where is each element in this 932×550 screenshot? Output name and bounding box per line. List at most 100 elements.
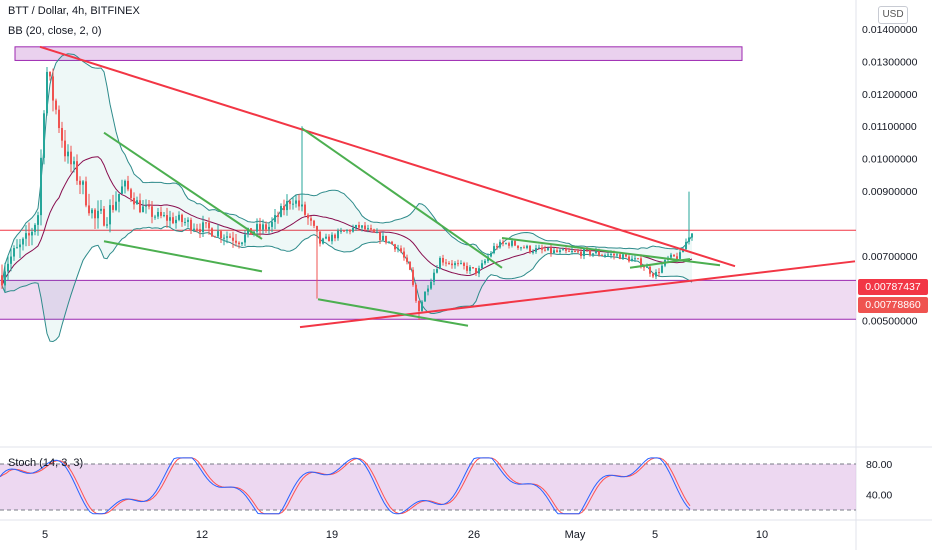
candle-body bbox=[628, 256, 630, 262]
candle-body bbox=[304, 204, 306, 215]
candle-body bbox=[529, 245, 531, 253]
flag-line bbox=[317, 298, 469, 327]
bb-indicator-label[interactable]: BB (20, close, 2, 0) bbox=[8, 25, 102, 37]
candle-body bbox=[163, 215, 165, 217]
candle-body bbox=[247, 228, 249, 235]
candle-body bbox=[625, 254, 627, 257]
price-axis[interactable]: 0.01400000 0.01300000 0.01200000 0.01100000… bbox=[862, 24, 918, 502]
candle-body bbox=[478, 268, 480, 274]
candle-body bbox=[541, 247, 543, 250]
candle-body bbox=[286, 201, 288, 211]
candle-body bbox=[442, 258, 444, 263]
candle-body bbox=[238, 242, 240, 245]
candle-body bbox=[322, 238, 324, 244]
currency-button[interactable]: USD bbox=[878, 6, 908, 24]
candle-body bbox=[481, 263, 483, 269]
candle-body bbox=[13, 248, 15, 257]
candle-body bbox=[568, 250, 570, 252]
candle-body bbox=[61, 128, 63, 141]
candle-body bbox=[379, 232, 381, 241]
stoch-indicator-label[interactable]: Stoch (14, 3, 3) bbox=[8, 457, 84, 469]
candle-body bbox=[106, 224, 108, 226]
candle-body bbox=[415, 284, 417, 301]
candle-body bbox=[169, 217, 171, 221]
candle-body bbox=[196, 228, 198, 230]
candle-body bbox=[643, 266, 645, 268]
candle-body bbox=[562, 249, 564, 251]
stoch-k-line bbox=[0, 457, 691, 515]
candle-body bbox=[610, 253, 612, 255]
candle-body bbox=[10, 256, 12, 264]
candle-body bbox=[553, 250, 555, 253]
candle-body bbox=[115, 201, 117, 210]
candle-body bbox=[145, 205, 147, 207]
bb-lower-line bbox=[1, 225, 693, 343]
candle-body bbox=[259, 224, 261, 230]
current-price-tag: 0.00778860 bbox=[858, 297, 928, 313]
candle-body bbox=[178, 214, 180, 220]
candle-body bbox=[382, 235, 384, 241]
candle-body bbox=[565, 249, 567, 251]
candle-body bbox=[460, 263, 462, 265]
candle-body bbox=[58, 109, 60, 129]
candle-body bbox=[406, 257, 408, 262]
candle-body bbox=[244, 234, 246, 243]
candle-body bbox=[301, 204, 303, 207]
candle-body bbox=[655, 272, 657, 277]
candle-body bbox=[202, 222, 204, 233]
candle-body bbox=[466, 265, 468, 271]
candle-body bbox=[130, 189, 132, 198]
candle-body bbox=[631, 258, 633, 262]
zone-drawings[interactable] bbox=[0, 46, 856, 320]
time-axis[interactable]: 5 12 19 26 May 5 10 bbox=[42, 529, 768, 541]
candle-body bbox=[184, 221, 186, 223]
price-tick-label: 0.00500000 bbox=[862, 316, 918, 328]
candle-body bbox=[571, 251, 573, 253]
candle-body bbox=[313, 220, 315, 226]
candle-body bbox=[598, 251, 600, 255]
candle-body bbox=[223, 237, 225, 239]
last-price-tag: 0.00787437 bbox=[858, 279, 928, 295]
candle-body bbox=[94, 209, 96, 219]
candle-body bbox=[4, 271, 6, 286]
price-tick-label: 0.01200000 bbox=[862, 89, 918, 101]
time-tick-label: 5 bbox=[42, 529, 48, 541]
candle-body bbox=[523, 247, 525, 249]
candle-body bbox=[229, 236, 231, 238]
stochastic-pane bbox=[0, 457, 856, 515]
candle-body bbox=[232, 237, 234, 241]
candle-body bbox=[277, 215, 279, 217]
candle-body bbox=[424, 291, 426, 302]
candle-body bbox=[205, 222, 207, 224]
candle-body bbox=[436, 269, 438, 273]
candle-body bbox=[604, 255, 606, 257]
candle-body bbox=[502, 241, 504, 244]
candle-body bbox=[334, 234, 336, 239]
ascending-trendline bbox=[299, 260, 856, 329]
candle-body bbox=[613, 253, 615, 256]
candle-body bbox=[346, 230, 348, 232]
candle-body bbox=[484, 260, 486, 264]
trendline-drawings[interactable] bbox=[39, 45, 856, 329]
candle-body bbox=[469, 267, 471, 271]
flag-line bbox=[629, 258, 691, 269]
candle-body bbox=[358, 224, 360, 228]
candle-body bbox=[265, 224, 267, 230]
candle-body bbox=[124, 180, 126, 187]
price-tick-label: 0.00700000 bbox=[862, 251, 918, 263]
candle-body bbox=[100, 208, 102, 211]
candle-body bbox=[193, 228, 195, 231]
candle-body bbox=[262, 224, 264, 230]
candle-body bbox=[316, 225, 318, 232]
candle-body bbox=[31, 231, 33, 236]
candle-body bbox=[199, 229, 201, 233]
candle-body bbox=[514, 240, 516, 246]
candle-body bbox=[274, 215, 276, 222]
candle-body bbox=[292, 203, 294, 205]
candle-body bbox=[16, 247, 18, 249]
candle-body bbox=[409, 261, 411, 270]
candle-body bbox=[370, 228, 372, 230]
bb-basis-line bbox=[1, 156, 693, 286]
